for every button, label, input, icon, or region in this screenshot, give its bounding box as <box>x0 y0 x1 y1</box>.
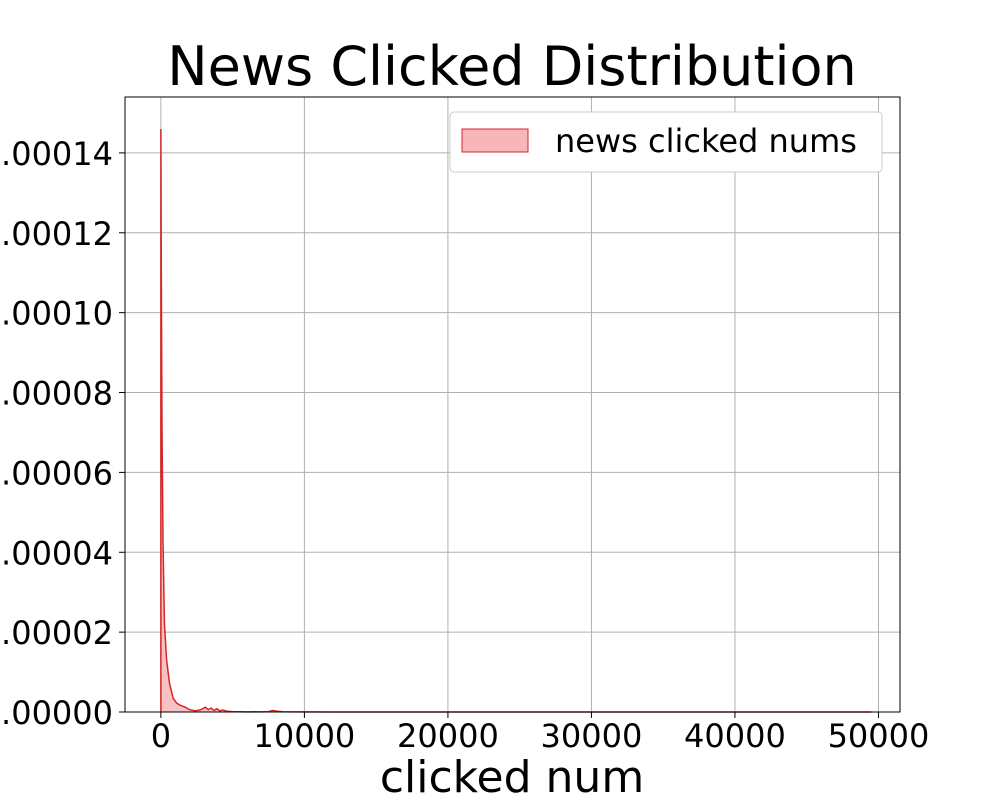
series-layer <box>160 128 872 713</box>
x-axis-label: clicked num <box>380 752 644 800</box>
x-tick-label: 50000 <box>828 717 930 755</box>
x-tick-label: 20000 <box>397 717 499 755</box>
chart-title: News Clicked Distribution <box>167 35 857 98</box>
x-tick-label: 10000 <box>253 717 355 755</box>
plot-frame <box>124 96 901 713</box>
y-tick-label: .00006 <box>1 454 113 492</box>
x-tick-label: 40000 <box>684 717 786 755</box>
y-tick-label: .00008 <box>1 375 113 413</box>
x-axis: 0 10000 20000 30000 40000 50000 <box>151 712 930 755</box>
y-tick-label: .00010 <box>1 295 113 333</box>
y-tick-label: .00014 <box>1 135 113 173</box>
y-tick-label: .00000 <box>1 694 113 732</box>
y-tick-label: .00012 <box>1 215 113 253</box>
y-tick-label: .00002 <box>1 614 113 652</box>
x-tick-label: 30000 <box>541 717 643 755</box>
grid <box>125 97 900 713</box>
series-area <box>160 128 872 712</box>
y-axis: .00000 .00002 .00004 .00006 .00008 .00010 .000… <box>1 135 125 732</box>
x-tick-label: 0 <box>151 717 171 755</box>
legend: news clicked nums <box>449 111 883 173</box>
series-line <box>160 128 872 713</box>
y-tick-label: .00004 <box>1 534 113 572</box>
legend-box <box>449 111 883 173</box>
legend-swatch <box>461 128 529 153</box>
legend-entry-label: news clicked nums <box>555 122 857 160</box>
